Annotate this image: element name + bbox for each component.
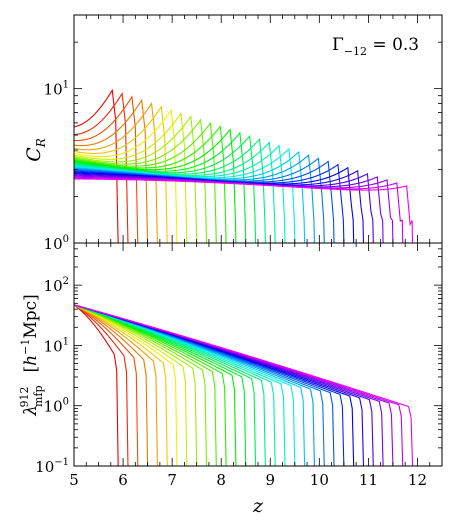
bottom-series-line-2 — [74, 304, 139, 466]
bottom-ylabel-unit-open: [ — [21, 366, 41, 373]
top-series-line-17 — [74, 144, 286, 243]
x-tick-label-4: 9 — [265, 471, 275, 489]
top-series-line-13 — [74, 131, 247, 243]
top-annotation-main: Γ — [332, 35, 344, 55]
bottom-series-line-6 — [74, 304, 178, 466]
top-series-line-7 — [74, 111, 188, 243]
bottom-ytick-label-exp: 1 — [63, 336, 69, 347]
top-series-line-8 — [74, 115, 198, 243]
bottom-ytick-label-exp: 0 — [63, 397, 69, 408]
top-series-line-1 — [74, 91, 129, 243]
x-tick-label-3: 8 — [216, 471, 226, 489]
top-series-line-12 — [74, 128, 237, 243]
x-tick-label-7: 12 — [408, 471, 427, 489]
bottom-ytick-label-base: 10 — [35, 458, 54, 476]
top-ylabel-main: C — [23, 147, 45, 162]
top-ylabel-sub: R — [34, 138, 48, 148]
x-tick-label-6: 11 — [359, 471, 378, 489]
bottom-ytick-label-3: 102 — [44, 276, 69, 295]
bottom-ylabel-unit-exp: −1 — [19, 339, 32, 355]
bottom-ytick-label-1: 100 — [44, 397, 69, 416]
top-ylabel: CR — [23, 138, 48, 162]
bottom-ytick-label-base: 10 — [44, 398, 63, 416]
bottom-series-line-26 — [74, 304, 374, 466]
top-series-line-15 — [74, 138, 266, 243]
top-ytick-label-base: 10 — [44, 235, 63, 253]
bottom-series-line-21 — [74, 304, 325, 466]
bottom-series-line-1 — [74, 304, 129, 466]
bottom-ytick-label-exp: −1 — [54, 457, 69, 468]
bottom-ytick-label-base: 10 — [44, 337, 63, 355]
top-series-line-14 — [74, 134, 257, 243]
top-ytick-label-1: 101 — [44, 80, 69, 99]
x-tick-label-1: 6 — [118, 471, 128, 489]
bottom-plot-frame — [73, 242, 443, 467]
top-ytick-label-base: 10 — [44, 81, 63, 99]
bottom-ylabel-unit-rest: Mpc — [21, 301, 41, 339]
bottom-series-line-14 — [74, 304, 257, 466]
bottom-series-line-30 — [74, 304, 414, 466]
bottom-ylabel-sup: 912 — [18, 386, 31, 407]
top-series-line-3 — [74, 98, 149, 243]
bottom-series-line-19 — [74, 304, 306, 466]
bottom-ylabel-unit-close: ] — [21, 294, 41, 301]
top-series-line-9 — [74, 118, 208, 243]
top-ytick-label-exp: 1 — [63, 80, 69, 91]
top-series-line-2 — [74, 95, 139, 243]
top-series-line-5 — [74, 105, 168, 243]
x-tick-label-5: 10 — [310, 471, 329, 489]
top-curves — [74, 88, 414, 243]
bottom-series-line-0 — [74, 304, 119, 466]
top-series-line-16 — [74, 141, 276, 243]
bottom-ytick-label-base: 10 — [44, 277, 63, 295]
bottom-ylabel-main: λ — [21, 405, 41, 417]
top-series-line-30 — [74, 178, 414, 243]
bottom-ylabel-sub: mfp — [32, 385, 45, 407]
top-series-line-4 — [74, 101, 158, 243]
bottom-ylabel-unit-base: h — [21, 355, 41, 366]
x-tick-label-2: 7 — [167, 471, 177, 489]
top-series-line-6 — [74, 108, 178, 243]
x-tick-label-0: 5 — [69, 471, 79, 489]
x-axis-label: z — [252, 495, 264, 517]
top-series-line-10 — [74, 121, 217, 243]
top-series-line-11 — [74, 125, 227, 243]
top-series-line-0 — [74, 88, 119, 243]
top-annotation-rest: = 0.3 — [367, 35, 419, 55]
top-annotation-sub: −12 — [344, 45, 367, 58]
bottom-ytick-label-0: 10−1 — [35, 457, 69, 476]
bottom-ytick-label-2: 101 — [44, 336, 69, 355]
top-ytick-label-exp: 0 — [63, 234, 69, 245]
top-series-line-27 — [74, 175, 384, 243]
top-annotation: Γ−12 = 0.3 — [332, 35, 419, 58]
bottom-curves — [74, 304, 414, 466]
top-series-line-26 — [74, 172, 374, 243]
bottom-ytick-label-exp: 2 — [63, 276, 69, 287]
top-series-line-28 — [74, 176, 394, 243]
bottom-ylabel: λmfp912 [h−1Mpc] — [18, 294, 45, 417]
top-ytick-label-0: 100 — [44, 234, 69, 253]
